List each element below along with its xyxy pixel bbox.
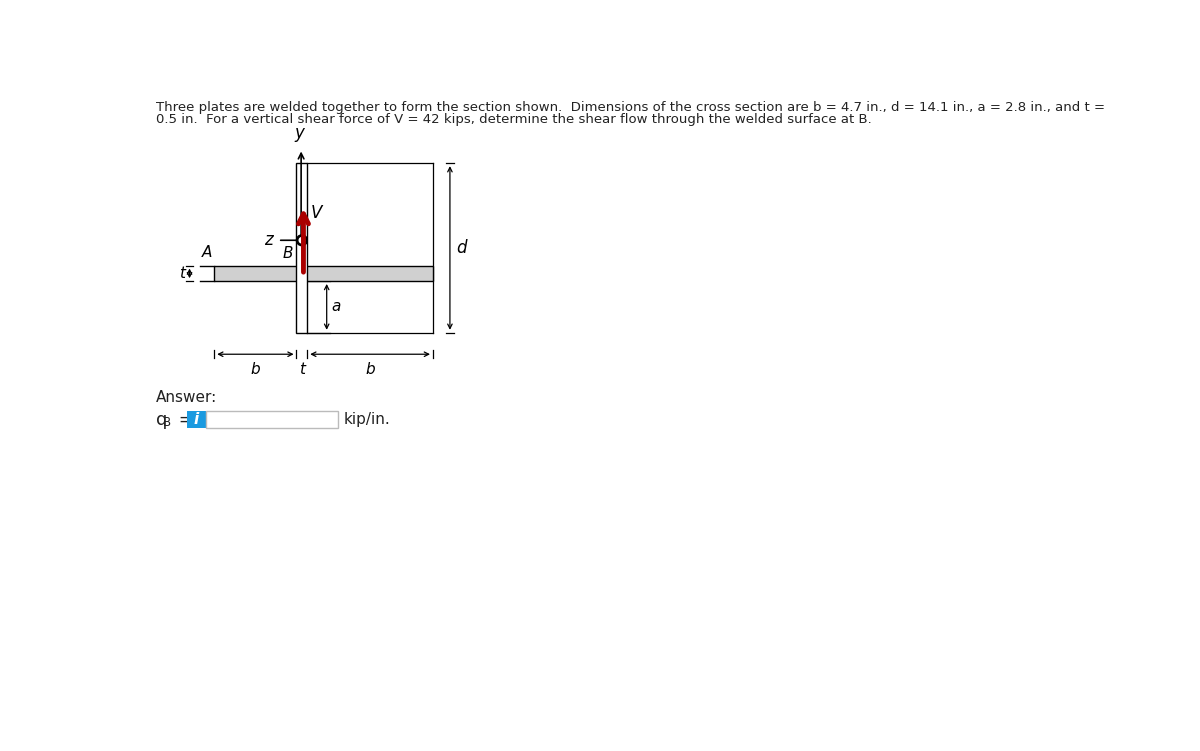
Text: =: = (173, 411, 194, 429)
Text: t: t (179, 266, 185, 281)
Text: i: i (194, 412, 199, 427)
Bar (296, 163, 307, 333)
Circle shape (296, 235, 307, 246)
Text: q: q (156, 411, 168, 429)
Bar (206, 412, 337, 428)
Bar (215, 266, 433, 281)
Text: kip/in.: kip/in. (343, 412, 390, 427)
Text: y: y (295, 125, 305, 143)
Text: Three plates are welded together to form the section shown.  Dimensions of the c: Three plates are welded together to form… (156, 101, 1105, 114)
Text: B: B (283, 246, 293, 261)
Text: d: d (456, 239, 467, 257)
Text: z: z (264, 231, 272, 249)
Text: Answer:: Answer: (156, 391, 217, 406)
Bar (187, 412, 206, 428)
Text: b: b (251, 362, 260, 377)
Text: A: A (202, 245, 212, 260)
Text: V: V (311, 204, 323, 222)
Text: b: b (365, 362, 374, 377)
Text: t: t (299, 362, 305, 377)
Circle shape (299, 237, 305, 243)
Text: 0.5 in.  For a vertical shear force of V = 42 kips, determine the shear flow thr: 0.5 in. For a vertical shear force of V … (156, 113, 872, 126)
Text: B: B (163, 416, 172, 430)
Text: a: a (331, 300, 341, 315)
